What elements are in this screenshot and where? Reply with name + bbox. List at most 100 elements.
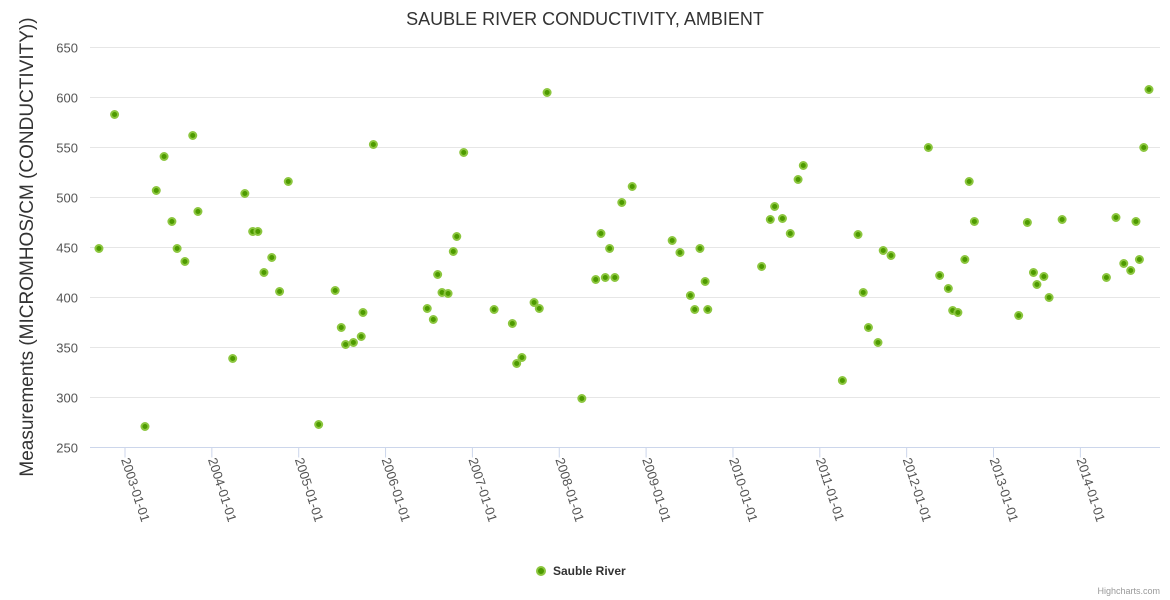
data-point[interactable] <box>863 323 873 332</box>
data-point[interactable] <box>94 244 104 253</box>
data-point[interactable] <box>240 189 250 198</box>
data-point[interactable] <box>452 232 462 241</box>
data-point[interactable] <box>853 230 863 239</box>
legend-label: Sauble River <box>553 564 626 578</box>
data-point[interactable] <box>1131 217 1141 226</box>
data-point[interactable] <box>529 298 539 307</box>
data-point[interactable] <box>267 253 277 262</box>
data-point[interactable] <box>1057 215 1067 224</box>
data-point[interactable] <box>685 291 695 300</box>
data-point[interactable] <box>964 177 974 186</box>
data-point[interactable] <box>517 353 527 362</box>
data-point[interactable] <box>151 186 161 195</box>
y-tick-label: 550 <box>56 141 78 156</box>
data-point[interactable] <box>700 277 710 286</box>
data-point[interactable] <box>1028 268 1038 277</box>
data-point[interactable] <box>180 257 190 266</box>
data-point[interactable] <box>1126 266 1136 275</box>
data-point[interactable] <box>765 215 775 224</box>
data-point[interactable] <box>777 214 787 223</box>
data-point[interactable] <box>167 217 177 226</box>
data-point[interactable] <box>667 236 677 245</box>
legend-item-sauble-river[interactable]: Sauble River <box>536 564 626 578</box>
data-point[interactable] <box>489 305 499 314</box>
y-axis-label: Measurements (MICROMHOS/CM (CONDUCTIVITY… <box>17 17 38 476</box>
data-point[interactable] <box>1134 255 1144 264</box>
data-point[interactable] <box>1139 143 1149 152</box>
data-point[interactable] <box>110 110 120 119</box>
data-point[interactable] <box>341 340 351 349</box>
data-point[interactable] <box>703 305 713 314</box>
data-point[interactable] <box>596 229 606 238</box>
x-tick-label: 2011-01-01 <box>813 456 848 523</box>
data-point[interactable] <box>591 275 601 284</box>
data-point[interactable] <box>314 420 324 429</box>
data-point[interactable] <box>228 354 238 363</box>
data-point[interactable] <box>953 308 963 317</box>
data-point[interactable] <box>428 315 438 324</box>
data-point[interactable] <box>675 248 685 257</box>
data-point[interactable] <box>695 244 705 253</box>
series-points <box>94 85 1154 431</box>
data-point[interactable] <box>330 286 340 295</box>
data-point[interactable] <box>793 175 803 184</box>
data-point[interactable] <box>770 202 780 211</box>
data-point[interactable] <box>600 273 610 282</box>
data-point[interactable] <box>368 140 378 149</box>
data-point[interactable] <box>858 288 868 297</box>
data-point[interactable] <box>443 289 453 298</box>
data-point[interactable] <box>798 161 808 170</box>
data-point[interactable] <box>422 304 432 313</box>
data-point[interactable] <box>1101 273 1111 282</box>
data-point[interactable] <box>159 152 169 161</box>
data-point[interactable] <box>886 251 896 260</box>
data-point[interactable] <box>433 270 443 279</box>
credit-link[interactable]: Highcharts.com <box>1097 586 1160 596</box>
data-point[interactable] <box>1039 272 1049 281</box>
data-point[interactable] <box>757 262 767 271</box>
data-point[interactable] <box>336 323 346 332</box>
data-point[interactable] <box>512 359 522 368</box>
y-tick-label: 250 <box>56 441 78 456</box>
data-point[interactable] <box>448 247 458 256</box>
data-point[interactable] <box>873 338 883 347</box>
data-point[interactable] <box>542 88 552 97</box>
data-point[interactable] <box>1111 213 1121 222</box>
data-point[interactable] <box>358 308 368 317</box>
data-point[interactable] <box>935 271 945 280</box>
data-point[interactable] <box>356 332 366 341</box>
data-point[interactable] <box>969 217 979 226</box>
data-point[interactable] <box>1022 218 1032 227</box>
data-point[interactable] <box>188 131 198 140</box>
data-point[interactable] <box>1032 280 1042 289</box>
data-point[interactable] <box>140 422 150 431</box>
data-point[interactable] <box>1014 311 1024 320</box>
data-point[interactable] <box>943 284 953 293</box>
data-point[interactable] <box>459 148 469 157</box>
data-point[interactable] <box>172 244 182 253</box>
data-point[interactable] <box>1144 85 1154 94</box>
data-point[interactable] <box>923 143 933 152</box>
data-point[interactable] <box>617 198 627 207</box>
data-point[interactable] <box>283 177 293 186</box>
data-point[interactable] <box>259 268 269 277</box>
data-point[interactable] <box>577 394 587 403</box>
data-point[interactable] <box>690 305 700 314</box>
data-point[interactable] <box>275 287 285 296</box>
data-point[interactable] <box>878 246 888 255</box>
data-point[interactable] <box>348 338 358 347</box>
data-point[interactable] <box>627 182 637 191</box>
data-point[interactable] <box>605 244 615 253</box>
data-point[interactable] <box>253 227 263 236</box>
data-point[interactable] <box>837 376 847 385</box>
data-point[interactable] <box>1119 259 1129 268</box>
data-point[interactable] <box>534 304 544 313</box>
data-point[interactable] <box>507 319 517 328</box>
data-point[interactable] <box>785 229 795 238</box>
data-point[interactable] <box>960 255 970 264</box>
data-point[interactable] <box>610 273 620 282</box>
data-point[interactable] <box>193 207 203 216</box>
chart-title: SAUBLE RIVER CONDUCTIVITY, AMBIENT <box>406 9 764 29</box>
data-point[interactable] <box>1044 293 1054 302</box>
x-tick-label: 2013-01-01 <box>987 456 1022 524</box>
